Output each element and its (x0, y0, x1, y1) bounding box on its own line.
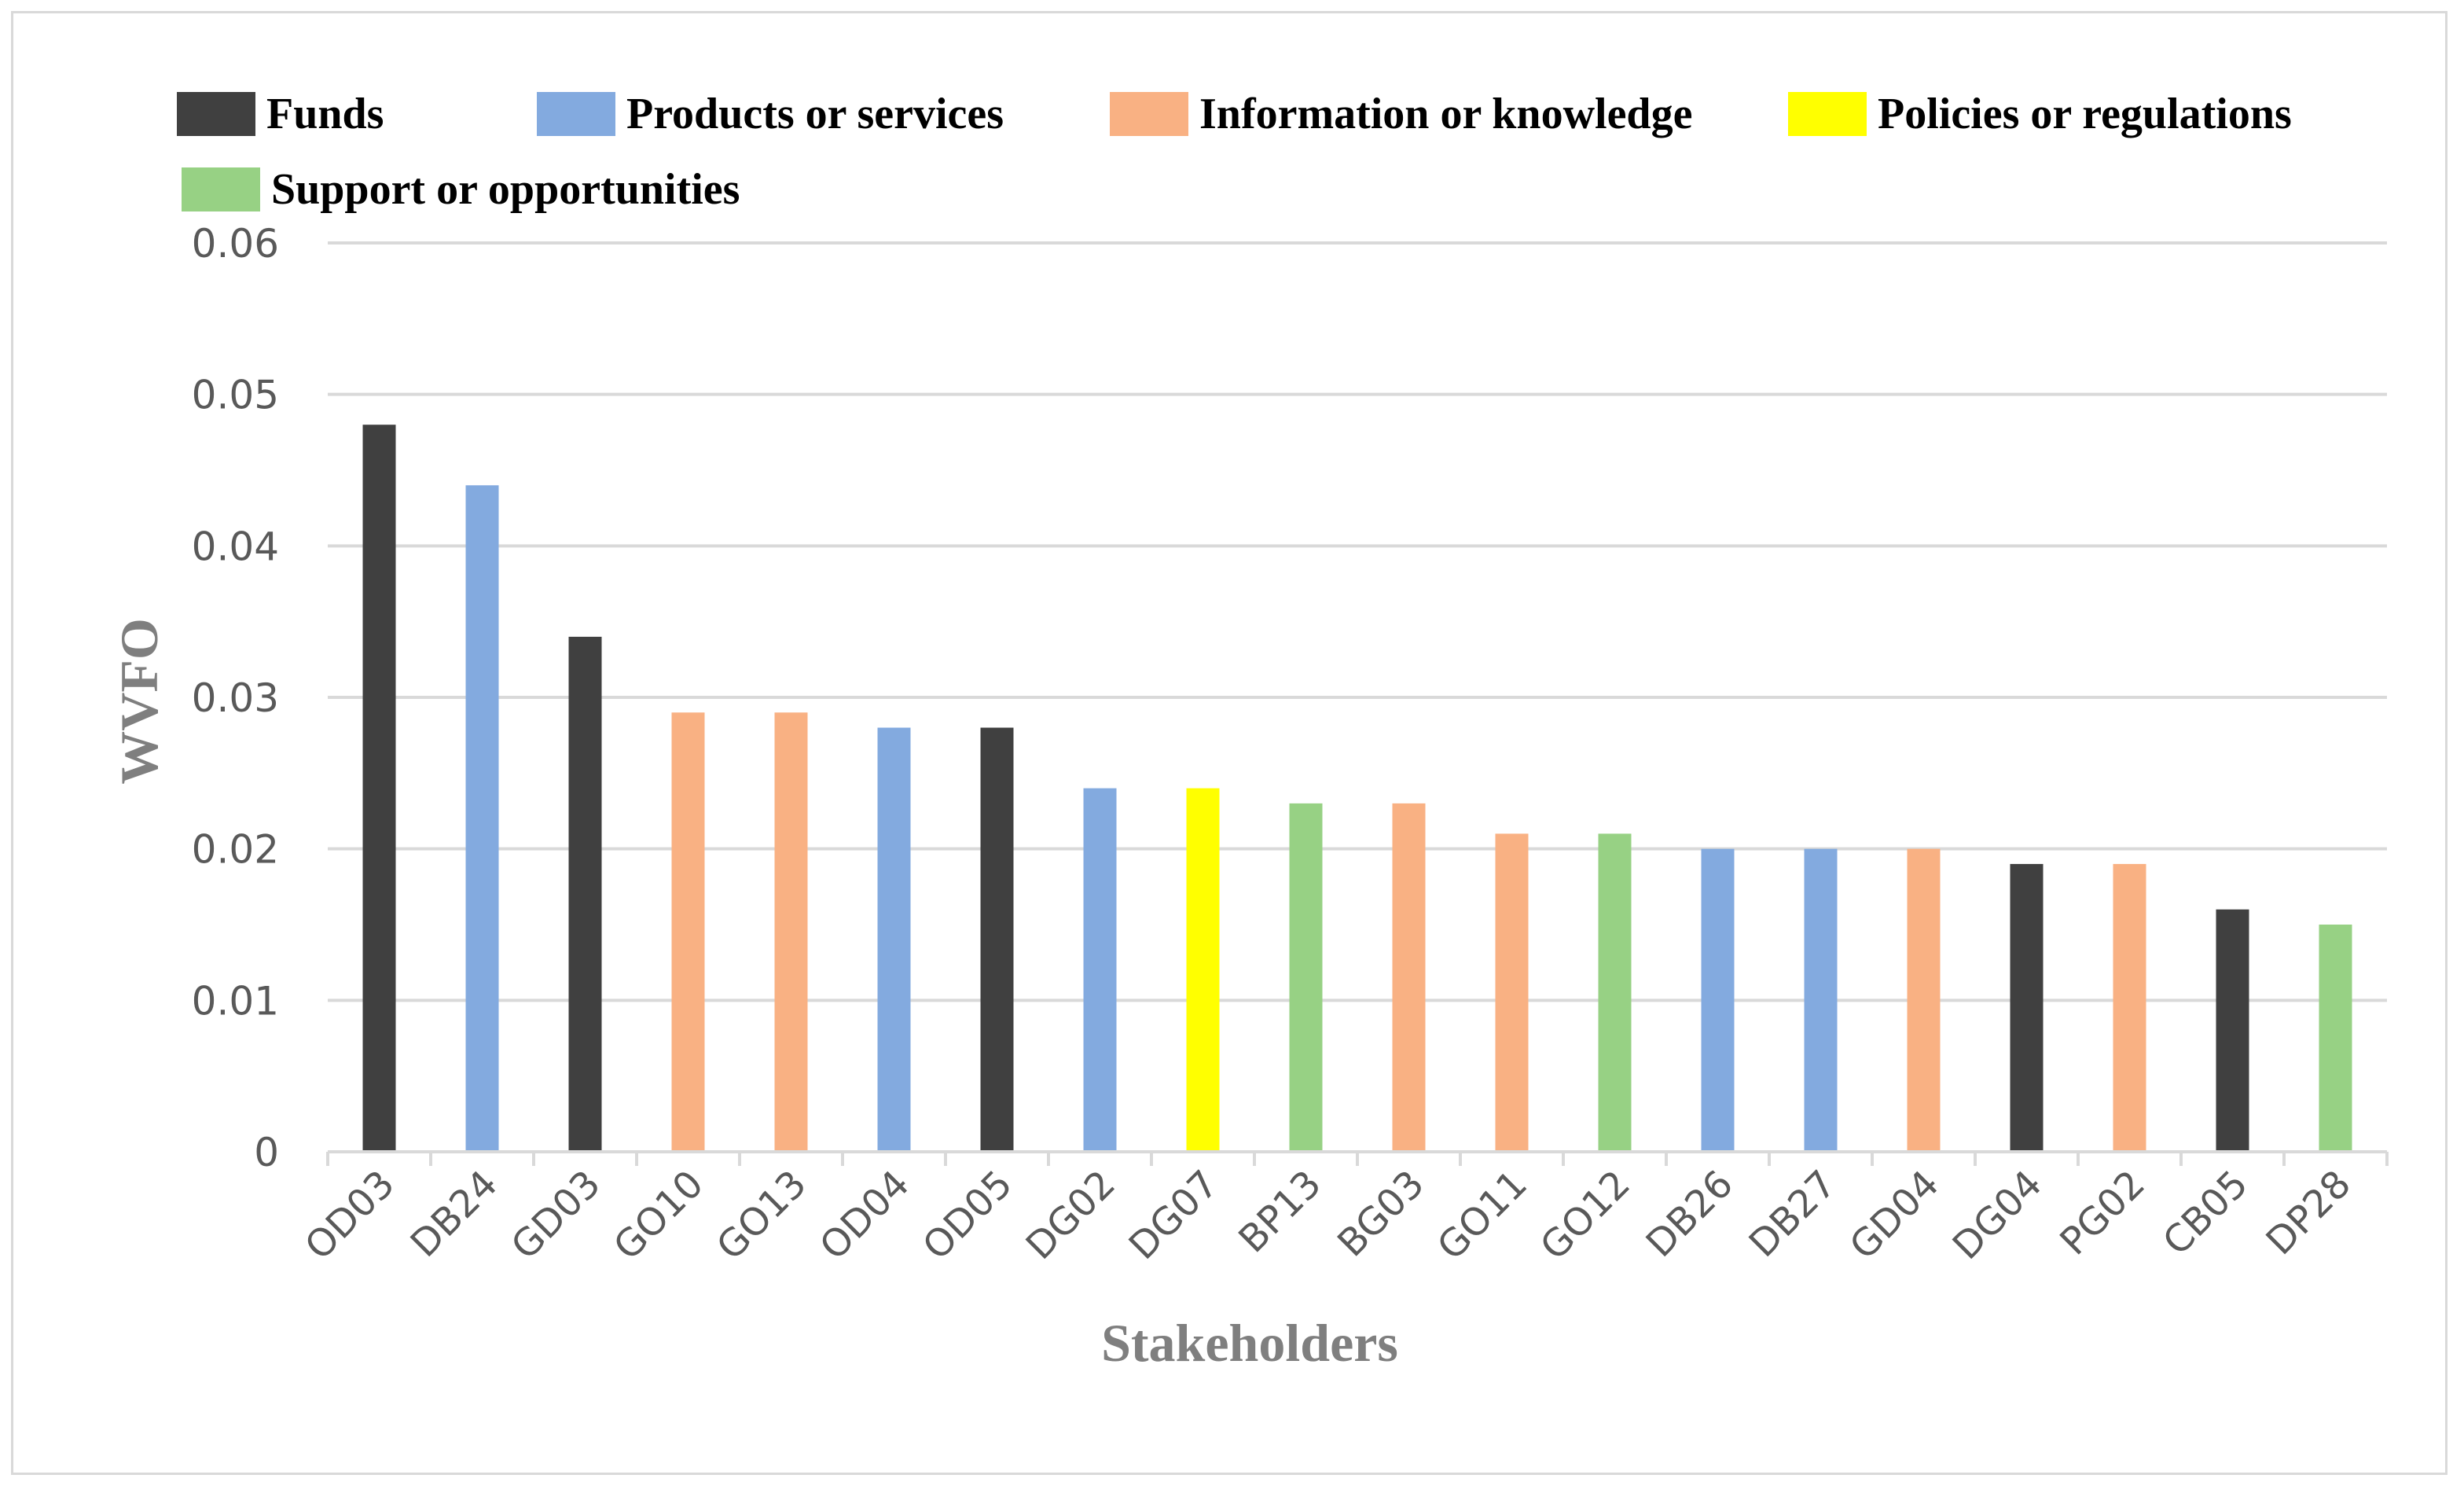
bar-bp13 (1289, 803, 1323, 1152)
x-category-label: GO11 (1429, 1162, 1536, 1269)
bar-pg02 (2113, 863, 2146, 1152)
bar-go12 (1598, 833, 1632, 1152)
bar-dg04 (2010, 863, 2044, 1152)
legend-label: Support or opportunities (271, 165, 740, 214)
x-category-label: PG02 (2051, 1162, 2154, 1264)
x-axis-title: Stakeholders (1101, 1313, 1398, 1373)
bar-chart: 00.010.020.030.040.050.06 OD03DB24GD03GO… (109, 90, 2389, 1373)
bars (362, 425, 2352, 1152)
x-category-label: OD04 (811, 1162, 918, 1269)
legend-swatch (177, 92, 255, 136)
bar-dg07 (1186, 788, 1220, 1152)
bar-db26 (1701, 848, 1735, 1152)
bar-db24 (465, 485, 499, 1152)
bar-db27 (1804, 848, 1838, 1152)
bar-dg02 (1083, 788, 1117, 1152)
legend-swatch (537, 92, 615, 136)
x-category-label: GO10 (605, 1162, 712, 1269)
legend-swatch (1788, 92, 1867, 136)
bar-od05 (980, 727, 1014, 1152)
x-category-label: DB24 (402, 1162, 506, 1266)
x-category-label: DG02 (1018, 1162, 1124, 1268)
bar-od04 (877, 727, 911, 1152)
y-tick-label: 0.03 (192, 675, 279, 721)
x-category-label: DB27 (1741, 1162, 1845, 1266)
chart-frame: 0 0.01 0.02 0.03 0.04 0.05 0.06 OD03 DB24 GD03 GO… (11, 11, 2447, 1475)
gridlines (328, 241, 2387, 1002)
bar-cb05 (2216, 909, 2249, 1152)
x-category-label: CB05 (2154, 1162, 2257, 1264)
y-axis-title: WVFO (109, 618, 169, 785)
x-axis (326, 1150, 2389, 1166)
y-tick-label: 0 (254, 1130, 279, 1175)
legend-label: Information or knowledge (1199, 90, 1692, 138)
x-category-label: BP13 (1230, 1162, 1330, 1262)
x-category-label: DG04 (1944, 1162, 2051, 1268)
bar-go13 (774, 712, 808, 1152)
bar-gd04 (1907, 848, 1941, 1152)
x-category-label: DP28 (2258, 1162, 2359, 1263)
legend-swatch (1110, 92, 1188, 136)
legend: Funds Products or services Information or … (177, 90, 2292, 214)
x-category-label: DG07 (1121, 1162, 1227, 1268)
bar-bg03 (1392, 803, 1426, 1152)
legend-label: Policies or regulations (1878, 90, 2292, 138)
x-category-label: GO12 (1532, 1162, 1639, 1269)
x-category-label: GD03 (503, 1162, 609, 1268)
y-tick-label: 0.01 (192, 978, 279, 1024)
x-category-label: OD05 (914, 1162, 1021, 1269)
bar-od03 (362, 425, 396, 1152)
y-tick-labels: 0 0.01 0.02 0.03 0.04 0.05 0.06 (192, 221, 279, 1175)
bar-go10 (671, 712, 705, 1152)
x-category-label: DB26 (1638, 1162, 1742, 1266)
x-category-label: OD03 (296, 1162, 403, 1269)
legend-label: Funds (266, 90, 384, 138)
y-tick-label: 0.02 (192, 827, 279, 873)
x-category-label: BG03 (1329, 1162, 1433, 1266)
legend-label: Products or services (626, 90, 1004, 138)
y-tick-label: 0.04 (192, 524, 279, 569)
y-tick-label: 0.06 (192, 221, 279, 267)
bar-dp28 (2319, 925, 2352, 1152)
bar-gd03 (568, 636, 602, 1152)
y-tick-label: 0.05 (192, 373, 279, 418)
x-category-label: GO13 (708, 1162, 815, 1269)
legend-swatch (182, 167, 260, 211)
bar-go11 (1495, 833, 1529, 1152)
x-category-label: GD04 (1842, 1162, 1948, 1268)
